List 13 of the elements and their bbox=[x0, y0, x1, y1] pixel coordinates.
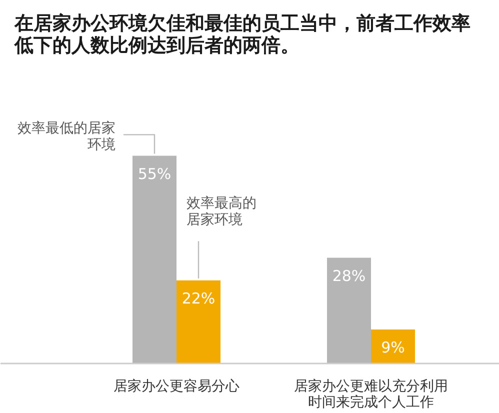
legend-label: 效率最低的居家环境 bbox=[18, 120, 116, 154]
data-label: 9% bbox=[381, 338, 405, 357]
chart-title: 在居家办公环境欠佳和最佳的员工当中，前者工作效率低下的人数比例达到后者的两倍。 bbox=[14, 12, 470, 56]
x-tick-label: 居家办公更难以充分利用时间来完成个人工作 bbox=[294, 378, 448, 410]
bar bbox=[371, 330, 415, 364]
bar bbox=[132, 156, 176, 364]
text: 效率最高的居家环境 bbox=[186, 195, 256, 228]
bar bbox=[327, 258, 371, 364]
data-label: 55% bbox=[138, 164, 172, 183]
bar bbox=[176, 280, 220, 364]
x-tick-label: 居家办公更容易分心 bbox=[114, 378, 240, 394]
data-label: 22% bbox=[182, 289, 216, 308]
data-label: 28% bbox=[332, 266, 366, 285]
